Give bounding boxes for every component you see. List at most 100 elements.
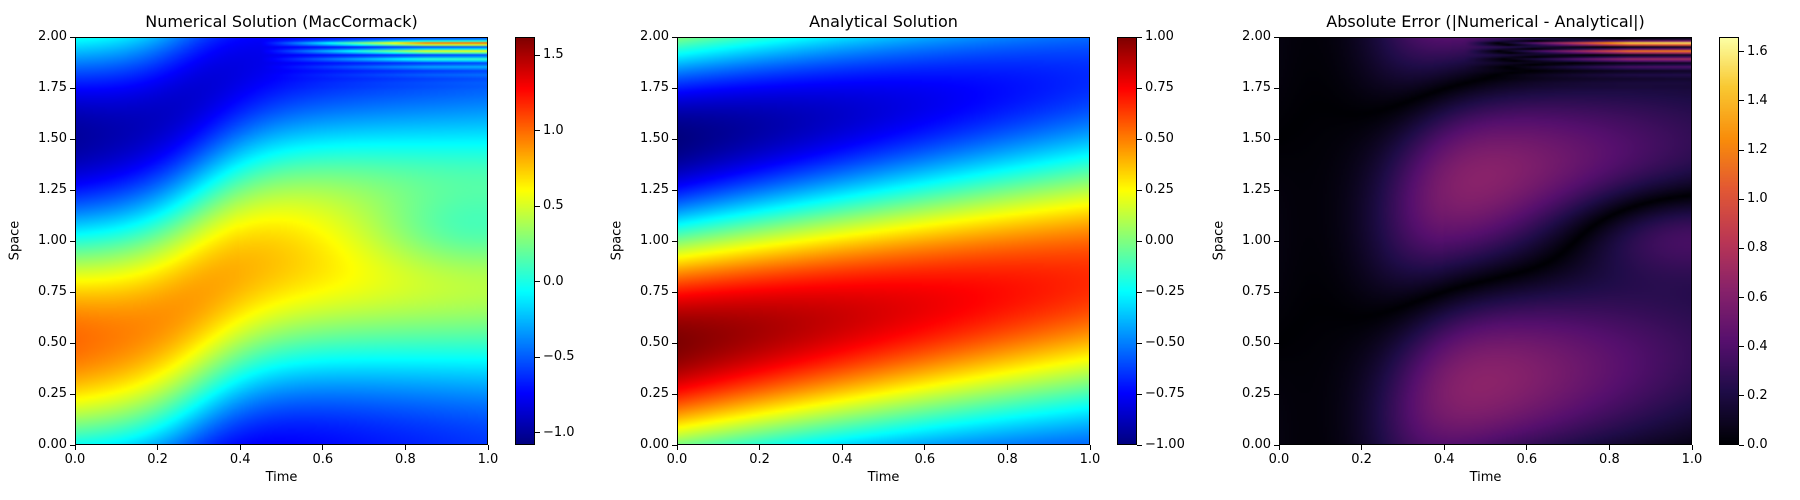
colorbar-tick-mark xyxy=(1137,189,1142,191)
y-tick-mark xyxy=(70,393,75,395)
colorbar-tick-label: 1.00 xyxy=(1145,29,1174,44)
colorbar-tick-mark xyxy=(1739,247,1744,249)
x-tick-label: 1.0 xyxy=(477,452,499,467)
y-tick-label: 0.00 xyxy=(1242,437,1271,452)
x-tick-label: 0.2 xyxy=(749,452,770,467)
y-tick-label: 1.50 xyxy=(38,131,67,146)
y-tick-mark xyxy=(70,342,75,344)
x-tick-mark xyxy=(1089,445,1091,450)
colorbar-tick-label: 1.6 xyxy=(1747,43,1768,59)
y-tick-label: 1.50 xyxy=(640,131,669,146)
x-tick-label: 0.6 xyxy=(1516,452,1538,467)
y-tick-mark xyxy=(672,189,677,191)
y-tick-mark xyxy=(672,291,677,293)
chart-title: Absolute Error (|Numerical - Analytical|… xyxy=(1326,12,1645,31)
colorbar-tick-label: 0.0 xyxy=(543,273,564,289)
y-tick-mark xyxy=(70,138,75,140)
heatmap-area xyxy=(677,37,1090,445)
colorbar xyxy=(515,37,535,445)
y-tick-label: 0.50 xyxy=(640,335,669,350)
colorbar-tick-mark xyxy=(1739,198,1744,200)
colorbar-tick-mark xyxy=(1739,395,1744,397)
y-tick-mark xyxy=(672,342,677,344)
x-axis-label: Time xyxy=(1469,470,1502,485)
y-tick-mark xyxy=(70,291,75,293)
colorbar-tick-label: 1.2 xyxy=(1747,142,1768,158)
y-tick-label: 1.00 xyxy=(1242,233,1271,248)
x-tick-label: 0.8 xyxy=(1599,452,1620,467)
y-axis-label: Space xyxy=(1211,220,1227,261)
y-tick-label: 1.25 xyxy=(640,182,669,197)
x-tick-mark xyxy=(1691,445,1693,450)
colorbar-tick-mark xyxy=(1137,444,1142,446)
x-tick-label: 0.4 xyxy=(831,452,853,467)
colorbar-tick-label: −0.5 xyxy=(543,349,575,365)
heatmap-image xyxy=(76,38,487,444)
colorbar-tick-label: 0.0 xyxy=(1747,437,1768,452)
x-tick-mark xyxy=(74,445,76,450)
x-tick-mark xyxy=(404,445,406,450)
y-tick-mark xyxy=(70,240,75,242)
y-tick-mark xyxy=(672,138,677,140)
x-tick-label: 0.6 xyxy=(914,452,936,467)
x-tick-label: 0.4 xyxy=(229,452,251,467)
colorbar-tick-mark xyxy=(1137,291,1142,293)
y-tick-label: 0.50 xyxy=(38,335,67,350)
x-tick-mark xyxy=(322,445,324,450)
y-tick-label: 0.75 xyxy=(38,284,67,299)
y-tick-label: 0.50 xyxy=(1242,335,1271,350)
x-tick-label: 1.0 xyxy=(1079,452,1101,467)
heatmap-area xyxy=(1279,37,1692,445)
colorbar-tick-mark xyxy=(1739,346,1744,348)
y-tick-label: 2.00 xyxy=(1242,29,1271,44)
y-tick-label: 2.00 xyxy=(640,29,669,44)
colorbar-tick-label: 0.6 xyxy=(1747,289,1768,305)
x-tick-mark xyxy=(676,445,678,450)
x-tick-mark xyxy=(924,445,926,450)
colorbar-tick-mark xyxy=(1137,87,1142,89)
y-tick-mark xyxy=(70,444,75,446)
colorbar-tick-mark xyxy=(1137,240,1142,242)
y-tick-mark xyxy=(1274,36,1279,38)
x-tick-label: 0.2 xyxy=(1351,452,1372,467)
y-tick-label: 0.00 xyxy=(640,437,669,452)
colorbar-tick-label: 0.4 xyxy=(1747,338,1768,354)
colorbar-tick-label: 0.50 xyxy=(1145,131,1174,146)
colorbar-tick-mark xyxy=(535,54,540,56)
y-tick-mark xyxy=(70,87,75,89)
x-tick-mark xyxy=(239,445,241,450)
y-tick-label: 1.50 xyxy=(1242,131,1271,146)
colorbar-tick-label: 1.0 xyxy=(543,122,564,138)
colorbar-tick-mark xyxy=(535,356,540,358)
x-tick-label: 0.6 xyxy=(312,452,334,467)
y-tick-mark xyxy=(672,87,677,89)
x-tick-label: 0.8 xyxy=(997,452,1018,467)
x-tick-mark xyxy=(1278,445,1280,450)
y-tick-label: 1.75 xyxy=(1242,80,1271,95)
colorbar-tick-label: −1.0 xyxy=(543,424,575,440)
colorbar-tick-label: 1.4 xyxy=(1747,92,1768,108)
colorbar-tick-mark xyxy=(1137,393,1142,395)
y-tick-label: 1.00 xyxy=(38,233,67,248)
y-tick-label: 2.00 xyxy=(38,29,67,44)
heatmap-image xyxy=(678,38,1089,444)
colorbar-tick-mark xyxy=(1137,138,1142,140)
colorbar-tick-label: 0.8 xyxy=(1747,240,1768,256)
y-tick-label: 1.00 xyxy=(640,233,669,248)
colorbar-tick-mark xyxy=(1739,149,1744,151)
y-tick-label: 1.75 xyxy=(38,80,67,95)
x-tick-mark xyxy=(1361,445,1363,450)
colorbar-tick-label: 0.75 xyxy=(1145,80,1174,95)
colorbar-tick-label: −0.50 xyxy=(1145,335,1185,350)
y-tick-mark xyxy=(672,444,677,446)
y-tick-label: 0.75 xyxy=(1242,284,1271,299)
y-tick-mark xyxy=(1274,138,1279,140)
colorbar-tick-label: −1.00 xyxy=(1145,437,1185,452)
colorbar-tick-label: 0.00 xyxy=(1145,233,1174,248)
y-tick-mark xyxy=(1274,189,1279,191)
y-tick-label: 0.25 xyxy=(640,386,669,401)
colorbar-tick-label: −0.75 xyxy=(1145,386,1185,401)
x-tick-mark xyxy=(1443,445,1445,450)
colorbar-tick-mark xyxy=(1739,100,1744,102)
